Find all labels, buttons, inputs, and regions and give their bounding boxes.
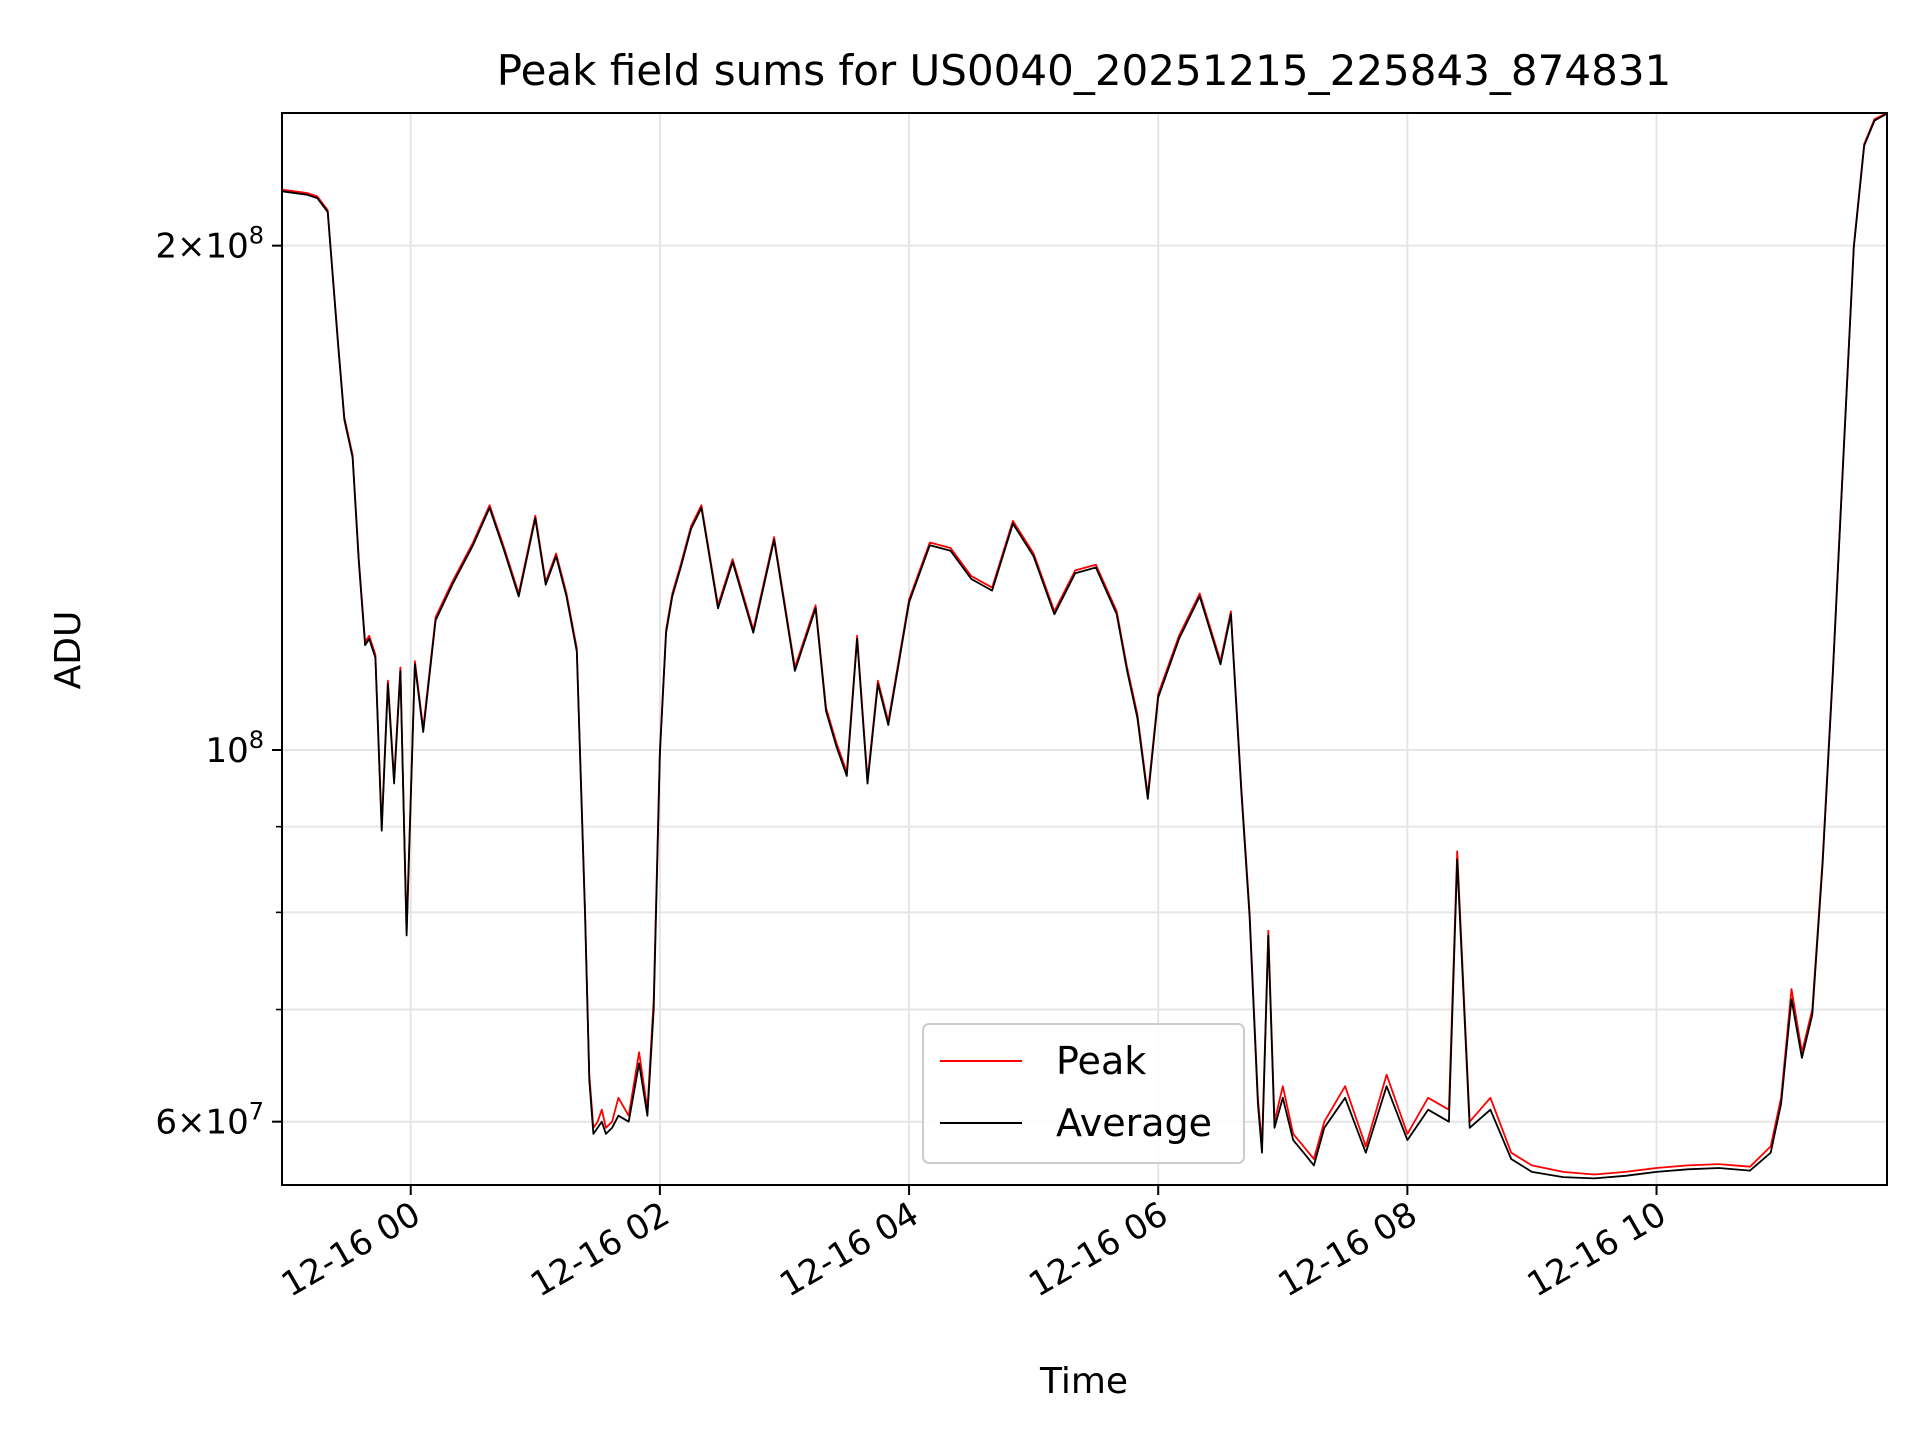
- y-axis-ticks: 2×108 108 6×107: [155, 222, 282, 1143]
- grid-lines: [282, 113, 1887, 1185]
- y-tick-label: 6×107: [155, 1098, 264, 1143]
- x-axis-label: Time: [1039, 1361, 1128, 1402]
- plot-frame: [281, 112, 1888, 1186]
- legend: Peak Average: [922, 1023, 1245, 1164]
- legend-box: [922, 1023, 1245, 1164]
- series-line-average: [281, 112, 1888, 1180]
- y-tick-label: 2×108: [155, 222, 264, 267]
- chart-title: Peak field sums for US0040_20251215_2258…: [497, 46, 1672, 95]
- y-tick-label: 108: [205, 726, 264, 771]
- series-layer: [281, 112, 1888, 1180]
- legend-label-peak: Peak: [1056, 1039, 1146, 1083]
- legend-label-average: Average: [1056, 1101, 1212, 1145]
- y-axis-label: ADU: [48, 611, 89, 690]
